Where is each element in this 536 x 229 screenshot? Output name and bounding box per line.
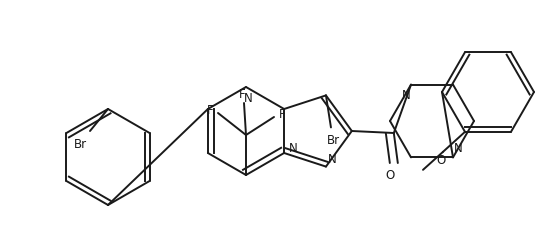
Text: F: F — [239, 87, 245, 100]
Text: F: F — [279, 108, 285, 121]
Text: Br: Br — [73, 137, 86, 150]
Text: O: O — [385, 169, 394, 182]
Text: N: N — [244, 91, 252, 104]
Text: N: N — [453, 141, 463, 154]
Text: F: F — [207, 104, 213, 117]
Text: O: O — [436, 154, 445, 167]
Text: N: N — [289, 141, 297, 154]
Text: N: N — [327, 153, 336, 165]
Text: N: N — [401, 89, 411, 102]
Text: Br: Br — [326, 133, 339, 146]
